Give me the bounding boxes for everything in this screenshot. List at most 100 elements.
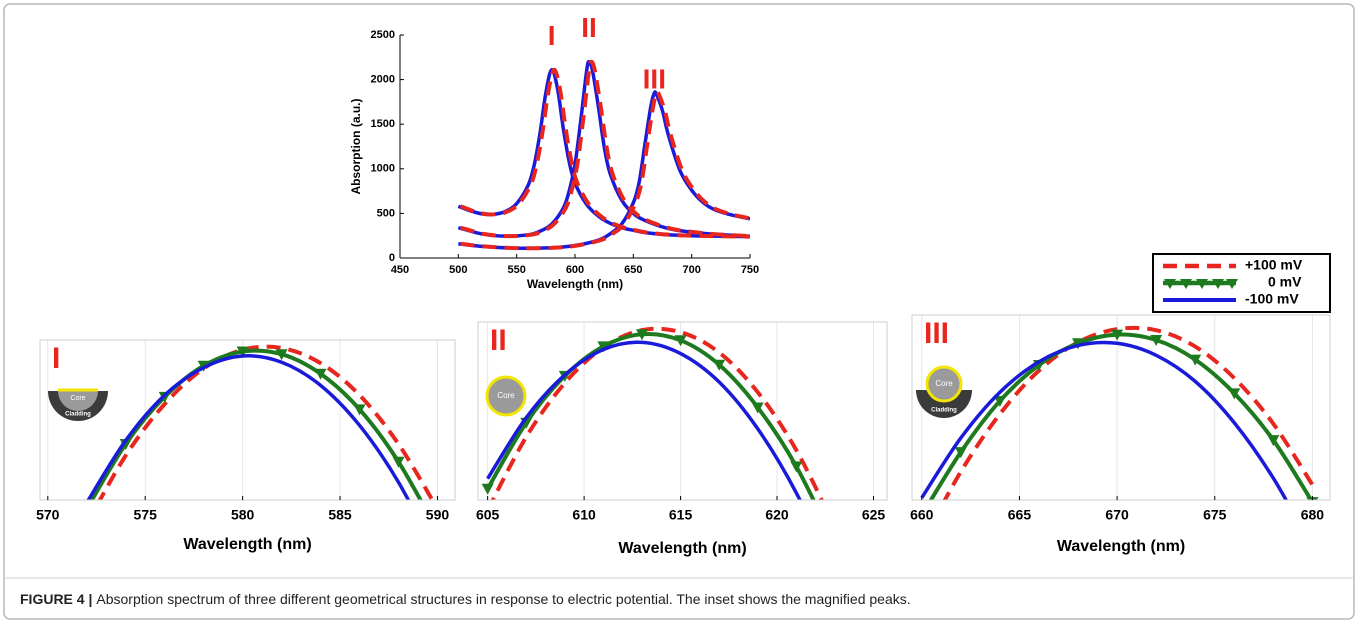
x-tick-label: 605 <box>476 507 500 523</box>
marker <box>635 329 648 341</box>
marker <box>314 368 327 380</box>
plot-area <box>920 315 1319 500</box>
legend-label: -100 mV <box>1245 291 1299 307</box>
x-tick-label: 500 <box>449 264 467 276</box>
core-label: Core <box>935 379 953 388</box>
x-tick-label: 670 <box>1105 507 1129 523</box>
caption: FIGURE 4 | Absorption spectrum of three d… <box>20 591 911 607</box>
caption-label: FIGURE 4 | <box>20 591 93 607</box>
marker <box>275 349 288 361</box>
x-axis-label: Wavelength (nm) <box>1057 538 1185 555</box>
plot-area <box>481 322 874 500</box>
inset-label: III <box>924 317 949 350</box>
core-label: Core <box>497 391 515 400</box>
marker <box>392 456 405 468</box>
x-tick-label: 665 <box>1008 507 1032 523</box>
y-tick-label: 2500 <box>371 29 395 41</box>
y-tick-label: 500 <box>377 207 395 219</box>
marker <box>954 447 967 459</box>
marker <box>1267 435 1280 447</box>
series-line <box>942 325 1315 500</box>
plot-area <box>457 59 750 251</box>
cladding-label: Cladding <box>931 408 957 414</box>
core-shape <box>58 391 98 411</box>
y-tick-label: 0 <box>389 252 395 264</box>
x-tick-label: 675 <box>1203 507 1227 523</box>
x-tick-label: 660 <box>910 507 934 523</box>
caption-text: Absorption spectrum of three different g… <box>96 591 911 607</box>
marker <box>993 395 1006 407</box>
x-tick-label: 620 <box>765 507 789 523</box>
inset-label: II <box>490 324 507 357</box>
series-line <box>485 331 816 500</box>
legend-label: 0 mV <box>1268 274 1302 290</box>
plot-area <box>47 340 443 537</box>
x-tick-label: 615 <box>669 507 693 523</box>
y-tick-label: 2000 <box>371 74 395 86</box>
core-shape <box>925 365 963 403</box>
y-tick-label: 1000 <box>371 163 395 175</box>
marker <box>597 341 610 353</box>
core-label: Core <box>70 395 85 402</box>
series-line <box>97 344 435 500</box>
cladding-shape <box>916 390 972 418</box>
x-tick-label: 650 <box>624 264 642 276</box>
series-line <box>459 67 750 239</box>
x-tick-label: 450 <box>391 264 409 276</box>
cladding-label: Cladding <box>65 412 91 418</box>
marker <box>353 404 366 416</box>
core-shape <box>485 375 527 417</box>
series-line <box>86 354 411 500</box>
marker <box>751 402 764 414</box>
x-axis-label: Wavelength (nm) <box>183 536 311 553</box>
marker <box>674 335 687 347</box>
marker <box>713 359 726 371</box>
legend-label: +100 mV <box>1245 257 1303 273</box>
marker <box>431 526 443 537</box>
series-line <box>460 89 750 251</box>
marker <box>790 461 803 473</box>
series-line <box>486 340 802 500</box>
x-tick-label: 580 <box>231 507 255 523</box>
marker <box>1150 335 1163 347</box>
marker <box>1189 354 1202 366</box>
plot-frame <box>477 321 888 501</box>
peak-label: III <box>643 63 666 94</box>
series-line <box>89 348 423 500</box>
x-axis-label: Wavelength (nm) <box>527 277 623 291</box>
plot-frame <box>39 339 456 501</box>
legend-marker <box>1180 279 1192 289</box>
series-line <box>490 326 824 500</box>
x-tick-label: 570 <box>36 507 60 523</box>
x-tick-label: 700 <box>682 264 700 276</box>
x-tick-label: 585 <box>328 507 352 523</box>
series-line <box>460 59 750 239</box>
x-tick-label: 610 <box>572 507 596 523</box>
x-tick-label: 550 <box>507 264 525 276</box>
marker <box>81 504 93 515</box>
marker <box>236 346 249 358</box>
inset-label: I <box>52 342 60 375</box>
x-axis-label: Wavelength (nm) <box>618 540 746 557</box>
legend-marker <box>1226 279 1238 289</box>
x-tick-label: 600 <box>566 264 584 276</box>
legend-marker <box>1212 279 1224 289</box>
series-line <box>458 90 750 251</box>
x-tick-label: 625 <box>862 507 886 523</box>
y-tick-label: 1500 <box>371 118 395 130</box>
plot-frame <box>911 314 1331 501</box>
y-axis-label: Absorption (a.u.) <box>349 99 363 195</box>
figure-frame <box>3 3 1355 620</box>
series-line <box>920 340 1289 500</box>
x-tick-label: 590 <box>426 507 450 523</box>
series-line <box>457 59 750 238</box>
legend-marker <box>1164 279 1176 289</box>
x-tick-label: 750 <box>741 264 759 276</box>
marker <box>1228 388 1241 400</box>
peak-label: II <box>581 12 597 43</box>
x-tick-label: 680 <box>1301 507 1325 523</box>
marker <box>481 483 494 495</box>
marker <box>1111 329 1124 341</box>
